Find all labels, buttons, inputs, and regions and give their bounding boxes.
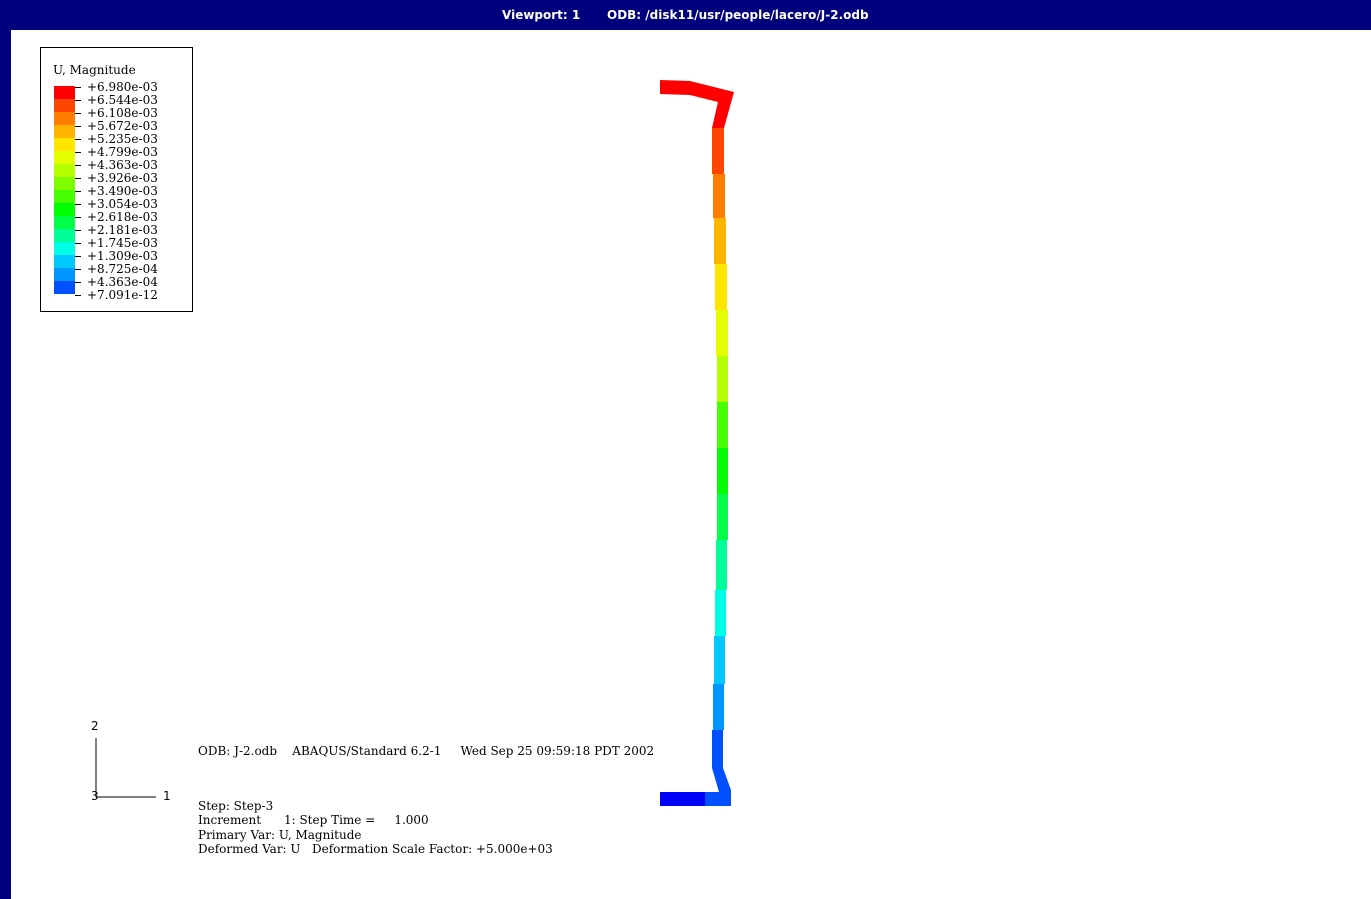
viewport-label: Viewport: 1 — [502, 8, 581, 22]
model-element — [716, 540, 727, 590]
legend-swatch — [54, 151, 75, 164]
legend-label: +6.544e-03 — [87, 93, 158, 107]
triad-label-1: 1 — [163, 789, 171, 803]
legend-label: +4.363e-03 — [87, 158, 158, 172]
legend-tick — [75, 100, 81, 101]
model-element — [713, 684, 724, 730]
legend-swatch — [54, 99, 75, 112]
legend-label: +5.235e-03 — [87, 132, 158, 146]
model-element — [714, 636, 725, 684]
legend-label: +6.108e-03 — [87, 106, 158, 120]
legend-label: +2.181e-03 — [87, 223, 158, 237]
legend-tick — [75, 165, 81, 166]
legend-tick — [75, 282, 81, 283]
model-element — [705, 792, 731, 806]
triad-label-2: 2 — [91, 719, 99, 733]
legend-swatch — [54, 86, 75, 99]
contour-legend: U, Magnitude +6.980e-03 +6.544e-03 +6.108e… — [40, 47, 193, 312]
legend-label: +6.980e-03 — [87, 80, 158, 94]
legend-tick — [75, 217, 81, 218]
legend-tick — [75, 269, 81, 270]
triad-label-3: 3 — [91, 789, 99, 803]
legend-tick — [75, 204, 81, 205]
odb-path-label: ODB: /disk11/usr/people/lacero/J-2.odb — [607, 8, 869, 22]
legend-swatch — [54, 203, 75, 216]
legend-label: +8.725e-04 — [87, 262, 158, 276]
model-element — [716, 310, 728, 356]
odb-info-line: ODB: J-2.odb ABAQUS/Standard 6.2-1 Wed S… — [198, 744, 655, 758]
model-element — [714, 218, 726, 264]
legend-tick — [75, 230, 81, 231]
legend-label: +3.926e-03 — [87, 171, 158, 185]
model-element — [715, 590, 726, 636]
primary-var-line: Primary Var: U, Magnitude — [198, 828, 362, 842]
viewport-left-border — [0, 0, 11, 899]
step-line: Step: Step-3 — [198, 799, 274, 813]
legend-label: +4.799e-03 — [87, 145, 158, 159]
model-element — [712, 128, 724, 174]
legend-swatch — [54, 268, 75, 281]
legend-tick — [75, 243, 81, 244]
legend-swatch — [54, 138, 75, 151]
legend-label: +1.745e-03 — [87, 236, 158, 250]
model-element — [717, 402, 728, 448]
legend-tick — [75, 87, 81, 88]
legend-tick — [75, 113, 81, 114]
legend-swatch — [54, 229, 75, 242]
legend-tick — [75, 191, 81, 192]
model-element — [713, 174, 725, 218]
viewport-title-bar[interactable]: Viewport: 1 ODB: /disk11/usr/people/lace… — [0, 0, 1371, 30]
model-element — [660, 80, 734, 128]
deformed-var-line: Deformed Var: U Deformation Scale Factor… — [198, 842, 553, 856]
legend-swatch — [54, 255, 75, 268]
legend-label: +1.309e-03 — [87, 249, 158, 263]
legend-swatch — [54, 216, 75, 229]
legend-swatch — [54, 177, 75, 190]
legend-label: +5.672e-03 — [87, 119, 158, 133]
legend-title: U, Magnitude — [53, 63, 136, 77]
legend-swatch — [54, 112, 75, 125]
model-element — [712, 730, 723, 768]
legend-label: +3.490e-03 — [87, 184, 158, 198]
legend-tick — [75, 139, 81, 140]
model-element — [717, 448, 728, 494]
legend-swatch — [54, 281, 75, 294]
model-element — [717, 356, 728, 402]
legend-label: +7.091e-12 — [87, 288, 158, 302]
legend-tick — [75, 126, 81, 127]
model-element — [715, 264, 727, 310]
model-element — [717, 494, 728, 540]
legend-label: +3.054e-03 — [87, 197, 158, 211]
legend-swatch — [54, 190, 75, 203]
legend-label: +4.363e-04 — [87, 275, 158, 289]
legend-swatch — [54, 242, 75, 255]
increment-line: Increment 1: Step Time = 1.000 — [198, 813, 429, 827]
legend-tick — [75, 178, 81, 179]
legend-swatch — [54, 164, 75, 177]
model-element — [660, 792, 705, 806]
legend-tick — [75, 256, 81, 257]
legend-label: +2.618e-03 — [87, 210, 158, 224]
legend-swatch — [54, 125, 75, 138]
legend-tick — [75, 295, 81, 296]
legend-tick — [75, 152, 81, 153]
